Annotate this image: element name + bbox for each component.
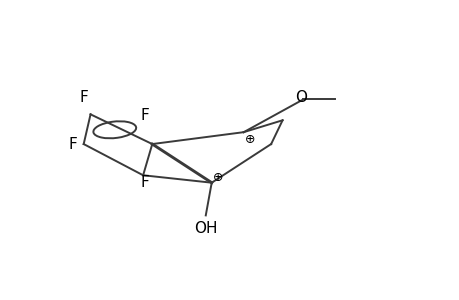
Text: ⊕: ⊕ (213, 171, 224, 184)
Text: O: O (294, 91, 306, 106)
Text: ⊕: ⊕ (244, 133, 254, 146)
Text: F: F (140, 108, 149, 123)
Text: OH: OH (194, 221, 217, 236)
Text: F: F (79, 90, 88, 105)
Text: F: F (68, 136, 77, 152)
Text: F: F (140, 175, 149, 190)
